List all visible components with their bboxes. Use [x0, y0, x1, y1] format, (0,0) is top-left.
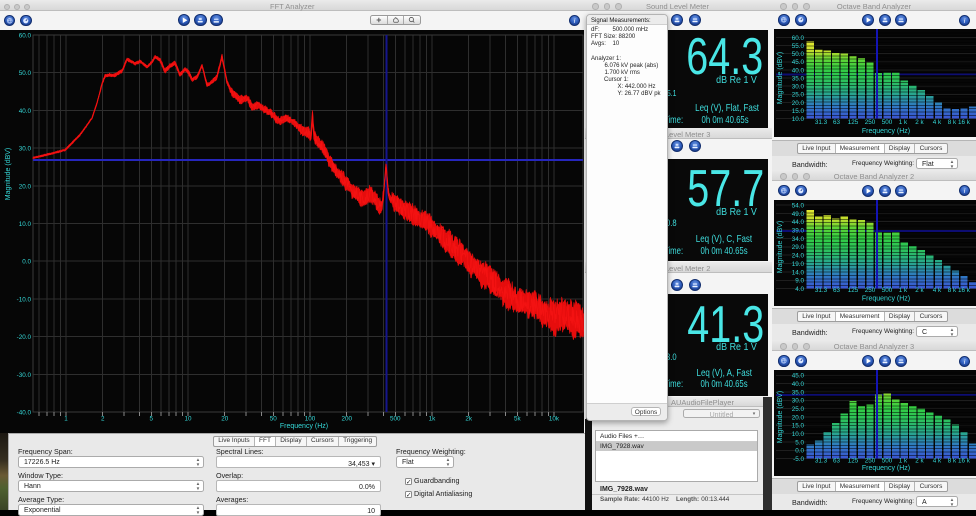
svg-text:40.0: 40.0 — [19, 108, 32, 115]
svg-text:1k: 1k — [429, 416, 437, 423]
svg-text:1 k: 1 k — [899, 458, 908, 465]
svg-text:34.0: 34.0 — [792, 236, 805, 243]
svg-text:250: 250 — [865, 458, 876, 465]
svg-text:1 k: 1 k — [899, 287, 908, 294]
svg-text:500: 500 — [882, 287, 893, 294]
svg-text:Frequency (Hz): Frequency (Hz) — [862, 296, 910, 303]
svg-text:31.3: 31.3 — [815, 287, 828, 294]
svg-text:5.0: 5.0 — [795, 439, 804, 446]
svg-text:2k: 2k — [465, 416, 473, 423]
svg-text:Magnitude (dBV): Magnitude (dBV) — [777, 391, 784, 444]
svg-text:10.0: 10.0 — [19, 221, 32, 228]
svg-text:49.0: 49.0 — [792, 211, 805, 218]
svg-text:125: 125 — [848, 458, 859, 465]
svg-text:0.0: 0.0 — [22, 259, 31, 266]
svg-text:63: 63 — [833, 119, 841, 126]
svg-text:40.0: 40.0 — [792, 67, 805, 74]
svg-text:i: i — [574, 17, 576, 24]
svg-text:10.0: 10.0 — [792, 431, 805, 438]
svg-text:-20.0: -20.0 — [17, 334, 32, 341]
svg-text:31.3: 31.3 — [815, 458, 828, 465]
svg-text:500: 500 — [882, 119, 893, 126]
svg-text:250: 250 — [865, 119, 876, 126]
svg-text:50.0: 50.0 — [792, 51, 805, 58]
svg-text:i: i — [964, 188, 966, 195]
svg-text:30.0: 30.0 — [19, 146, 32, 153]
svg-text:-5.0: -5.0 — [793, 456, 804, 463]
svg-text:5k: 5k — [514, 416, 522, 423]
svg-text:16 k: 16 k — [958, 287, 971, 294]
svg-text:10: 10 — [184, 416, 192, 423]
svg-text:16 k: 16 k — [958, 458, 971, 465]
svg-text:-10.0: -10.0 — [17, 296, 32, 303]
svg-text:24.0: 24.0 — [792, 253, 805, 260]
svg-text:4.0: 4.0 — [795, 286, 804, 293]
svg-text:30.0: 30.0 — [792, 84, 805, 91]
svg-text:500: 500 — [882, 458, 893, 465]
svg-text:60.0: 60.0 — [19, 33, 32, 40]
svg-text:14.0: 14.0 — [792, 269, 805, 276]
svg-text:50: 50 — [270, 416, 278, 423]
svg-text:44.0: 44.0 — [792, 219, 805, 226]
svg-text:50.0: 50.0 — [19, 70, 32, 77]
svg-text:63: 63 — [833, 458, 841, 465]
svg-text:39.0: 39.0 — [792, 228, 805, 235]
svg-text:8 k: 8 k — [948, 458, 957, 465]
svg-text:10.0: 10.0 — [792, 116, 805, 123]
svg-text:19.0: 19.0 — [792, 261, 805, 268]
svg-text:1 k: 1 k — [899, 119, 908, 126]
svg-text:i: i — [964, 17, 966, 24]
svg-text:54.0: 54.0 — [792, 202, 805, 209]
svg-text:4 k: 4 k — [933, 287, 942, 294]
svg-text:15.0: 15.0 — [792, 108, 805, 115]
svg-text:0.0: 0.0 — [795, 448, 804, 455]
svg-text:31.3: 31.3 — [815, 119, 828, 126]
svg-text:Magnitude (dBV): Magnitude (dBV) — [777, 221, 784, 274]
svg-text:40.0: 40.0 — [792, 381, 805, 388]
svg-text:Frequency (Hz): Frequency (Hz) — [862, 465, 910, 472]
svg-text:Magnitude (dBV): Magnitude (dBV) — [777, 52, 784, 105]
svg-text:100: 100 — [305, 416, 316, 423]
svg-text:4 k: 4 k — [933, 119, 942, 126]
svg-text:5: 5 — [150, 416, 154, 423]
svg-text:60.0: 60.0 — [792, 35, 805, 42]
svg-text:63: 63 — [833, 287, 841, 294]
svg-text:35.0: 35.0 — [792, 389, 805, 396]
svg-text:25.0: 25.0 — [792, 92, 805, 99]
svg-text:2: 2 — [101, 416, 105, 423]
svg-text:Frequency (Hz): Frequency (Hz) — [280, 423, 328, 430]
svg-text:125: 125 — [848, 287, 859, 294]
svg-text:2 k: 2 k — [915, 287, 924, 294]
svg-text:i: i — [964, 358, 966, 365]
svg-text:2 k: 2 k — [915, 458, 924, 465]
svg-text:200: 200 — [341, 416, 352, 423]
svg-text:55.0: 55.0 — [792, 43, 805, 50]
svg-text:500: 500 — [390, 416, 401, 423]
svg-text:8 k: 8 k — [948, 287, 957, 294]
svg-text:-40.0: -40.0 — [17, 410, 32, 417]
svg-text:20.0: 20.0 — [19, 183, 32, 190]
svg-text:8 k: 8 k — [948, 119, 957, 126]
svg-text:29.0: 29.0 — [792, 244, 805, 251]
svg-text:20.0: 20.0 — [792, 100, 805, 107]
svg-text:125: 125 — [848, 119, 859, 126]
svg-text:-30.0: -30.0 — [17, 372, 32, 379]
svg-text:1: 1 — [64, 416, 68, 423]
svg-text:Magnitude (dBV): Magnitude (dBV) — [5, 148, 12, 201]
svg-text:20: 20 — [221, 416, 229, 423]
svg-text:35.0: 35.0 — [792, 76, 805, 83]
svg-text:20.0: 20.0 — [792, 414, 805, 421]
svg-text:15.0: 15.0 — [792, 423, 805, 430]
svg-text:30.0: 30.0 — [792, 398, 805, 405]
svg-text:4 k: 4 k — [933, 458, 942, 465]
svg-text:45.0: 45.0 — [792, 59, 805, 66]
svg-text:Frequency (Hz): Frequency (Hz) — [862, 128, 910, 135]
svg-text:25.0: 25.0 — [792, 406, 805, 413]
svg-text:2 k: 2 k — [915, 119, 924, 126]
svg-text:45.0: 45.0 — [792, 373, 805, 380]
svg-text:16 k: 16 k — [958, 119, 971, 126]
svg-text:9.0: 9.0 — [795, 278, 804, 285]
svg-text:10k: 10k — [549, 416, 560, 423]
svg-text:250: 250 — [865, 287, 876, 294]
